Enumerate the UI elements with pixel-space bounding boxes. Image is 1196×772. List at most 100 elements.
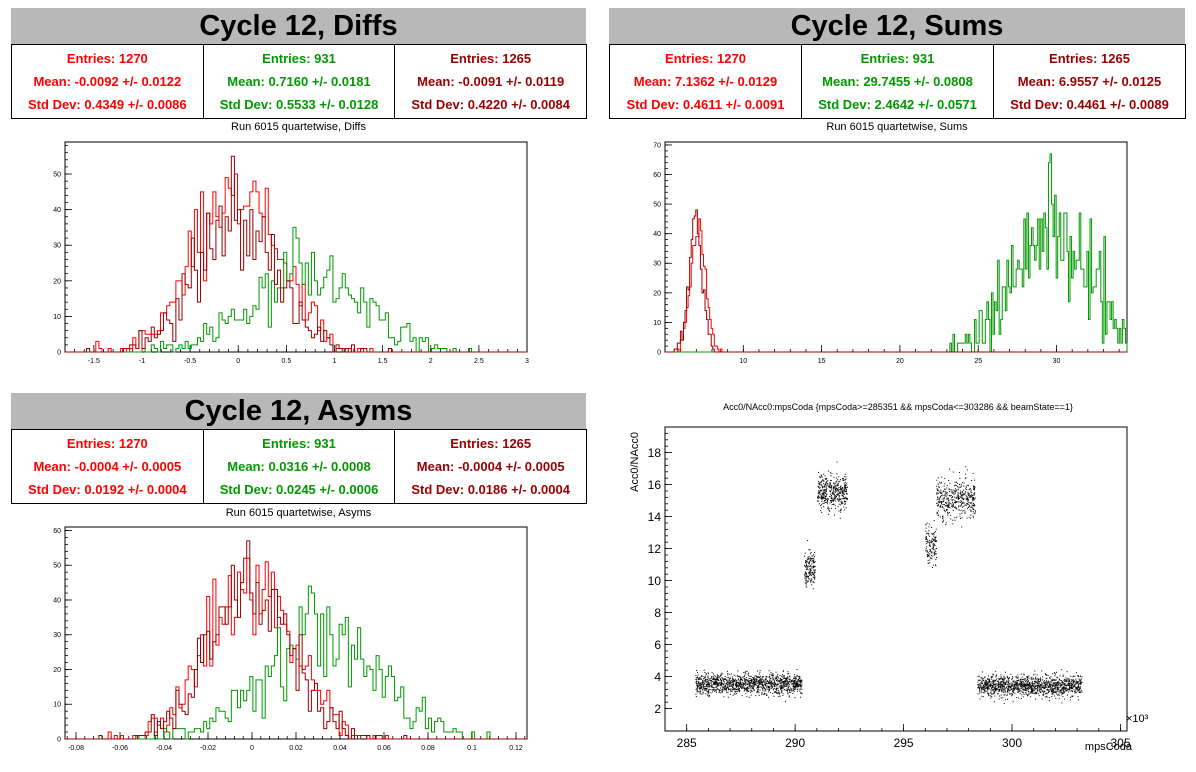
scatter-point xyxy=(938,487,940,489)
scatter-point xyxy=(951,504,953,506)
scatter-point xyxy=(971,491,973,493)
scatter-point xyxy=(724,676,726,678)
scatter-point xyxy=(733,684,735,686)
scatter-point xyxy=(1008,691,1010,693)
scatter-point xyxy=(998,689,1000,691)
scatter-point xyxy=(712,683,714,685)
scatter-point xyxy=(945,491,947,493)
scatter-point xyxy=(763,676,765,678)
scatter-point xyxy=(830,491,832,493)
scatter-point xyxy=(968,499,970,501)
scatter-point xyxy=(732,676,734,678)
scatter-point xyxy=(992,676,994,678)
scatter-point xyxy=(1023,689,1025,691)
scatter-point xyxy=(932,545,934,547)
scatter-point xyxy=(1008,677,1010,679)
scatter-point xyxy=(1003,689,1005,691)
scatter-point xyxy=(805,561,807,563)
scatter-point xyxy=(830,508,832,510)
scatter-point xyxy=(831,504,833,506)
scatter-point xyxy=(952,499,954,501)
scatter-point xyxy=(1047,680,1049,682)
scatter-point xyxy=(773,695,775,697)
scatter-point xyxy=(996,683,998,685)
scatter-point xyxy=(839,489,841,491)
scatter-point xyxy=(732,682,734,684)
scatter-point xyxy=(806,563,808,565)
scatter-point xyxy=(758,679,760,681)
asyms-entries-2: Entries: 931 xyxy=(262,436,336,451)
scatter-point xyxy=(732,681,734,683)
scatter-point xyxy=(1074,684,1076,686)
scatter-point xyxy=(781,685,783,687)
scatter-point xyxy=(769,675,771,677)
scatter-point xyxy=(939,481,941,483)
scatter-point xyxy=(703,669,705,671)
diffs-x-tick-label: 1.5 xyxy=(378,358,388,365)
asyms-x-tick-label: 0.12 xyxy=(509,745,523,752)
scatter-point xyxy=(1023,673,1025,675)
scatter-point xyxy=(979,691,981,693)
scatter-point xyxy=(1057,684,1059,686)
scatter-point xyxy=(1032,691,1034,693)
scatter-point xyxy=(1071,687,1073,689)
scatter-point xyxy=(1000,685,1002,687)
scatter-point xyxy=(809,574,811,576)
scatter-point xyxy=(1025,689,1027,691)
scatter-point xyxy=(724,678,726,680)
scatter-point xyxy=(708,684,710,686)
scatter-point xyxy=(964,492,966,494)
scatter-point xyxy=(925,524,927,526)
scatter-point xyxy=(775,677,777,679)
scatter-point xyxy=(699,684,701,686)
scatter-point xyxy=(748,672,750,674)
scatter-point xyxy=(779,693,781,695)
scatter-point xyxy=(830,487,832,489)
scatter-point xyxy=(727,684,729,686)
scatter-point xyxy=(844,500,846,502)
scatter-point xyxy=(1044,693,1046,695)
scatter-point xyxy=(1069,686,1071,688)
scatter-point xyxy=(1049,689,1051,691)
scatter-point xyxy=(979,698,981,700)
scatter-point xyxy=(993,687,995,689)
scatter-point xyxy=(820,498,822,500)
scatter-point xyxy=(1006,686,1008,688)
scatter-point xyxy=(783,676,785,678)
scatter-point xyxy=(1020,678,1022,680)
scatter-point xyxy=(810,578,812,580)
scatter-point xyxy=(772,689,774,691)
scatter-point xyxy=(708,693,710,695)
scatter-point xyxy=(972,498,974,500)
scatter-point xyxy=(697,676,699,678)
diffs-x-tick-label: 2 xyxy=(429,358,433,365)
scatter-point xyxy=(1004,671,1006,673)
scatter-point xyxy=(1002,685,1004,687)
scatter-point xyxy=(1072,683,1074,685)
scatter-point xyxy=(839,479,841,481)
scatter-point xyxy=(812,573,814,575)
scatter-point xyxy=(1051,696,1053,698)
scatter-point xyxy=(821,495,823,497)
asyms-entries-3: Entries: 1265 xyxy=(450,436,532,451)
scatter-point xyxy=(935,528,937,530)
scatter-point xyxy=(845,497,847,499)
scatter-point xyxy=(814,571,816,573)
scatter-point xyxy=(958,506,960,508)
scatter-title: Acc0/NAcc0:mpsCoda {mpsCoda>=285351 && m… xyxy=(723,402,1073,412)
scatter-point xyxy=(973,488,975,490)
scatter-point xyxy=(992,681,994,683)
scatter-point xyxy=(1035,676,1037,678)
scatter-point xyxy=(822,490,824,492)
scatter-point xyxy=(1037,677,1039,679)
scatter-point xyxy=(737,684,739,686)
scatter-point xyxy=(1065,680,1067,682)
scatter-point xyxy=(783,682,785,684)
scatter-point xyxy=(746,688,748,690)
scatter-point xyxy=(1028,693,1030,695)
asyms-y-tick-label: 60 xyxy=(53,528,61,535)
diffs-mean-2: Mean: 0.7160 +/- 0.0181 xyxy=(227,74,371,89)
scatter-point xyxy=(1078,678,1080,680)
scatter-point xyxy=(1010,673,1012,675)
